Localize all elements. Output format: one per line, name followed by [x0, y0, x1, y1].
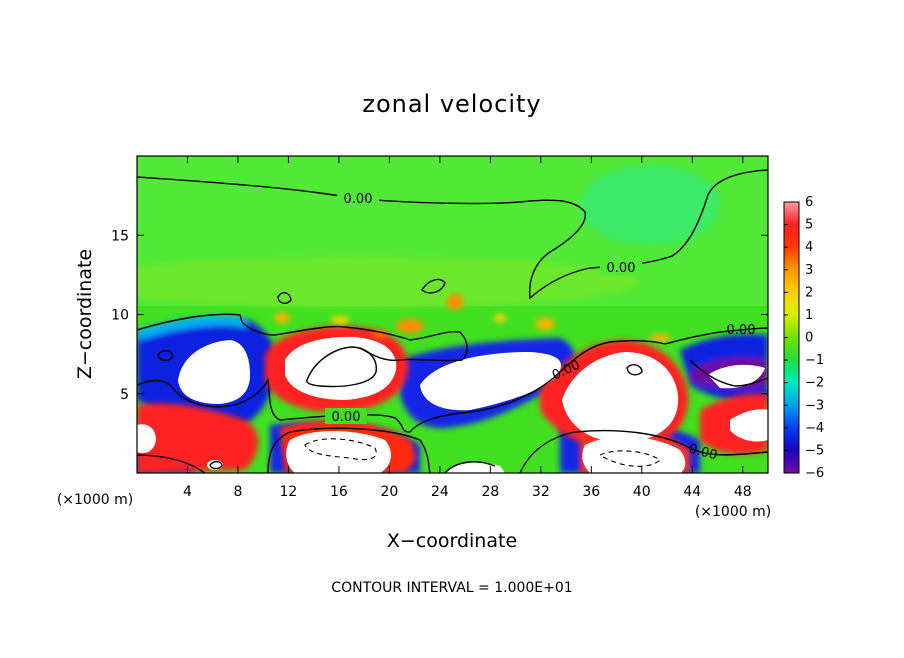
x-axis-unit-right: (×1000 m) — [695, 504, 771, 520]
white-core — [286, 431, 392, 473]
contour-label-bg — [600, 259, 642, 275]
colorbar-label: 5 — [805, 218, 813, 233]
x-tick-label: 8 — [233, 484, 242, 500]
orange-spot — [494, 314, 506, 322]
x-tick-label: 36 — [582, 484, 600, 500]
orange-spot — [447, 294, 463, 310]
colorbar-label: 2 — [805, 285, 813, 300]
contour-line — [209, 461, 223, 470]
x-tick-label: 20 — [380, 484, 398, 500]
contour-label-bg — [325, 408, 367, 424]
x-tick-label: 44 — [683, 484, 701, 500]
contour-label: 0.00 — [727, 323, 756, 338]
contour-labels: 0.00 0.00 0.00 0.00 0.00 0.00 — [325, 190, 755, 463]
colorbar-label: 4 — [805, 240, 813, 255]
orange-spots — [274, 294, 670, 342]
x-tick-label: 40 — [633, 484, 651, 500]
x-tick-label: 4 — [183, 484, 192, 500]
x-axis-unit-left: (×1000 m) — [57, 492, 133, 508]
orange-spot — [396, 319, 424, 333]
white-core — [285, 336, 397, 400]
contour-line — [157, 350, 174, 362]
orange-spot — [331, 316, 349, 324]
contour-line — [689, 359, 768, 387]
y-tick-label: 15 — [111, 228, 129, 244]
contour-line — [626, 364, 643, 376]
x-tick-label: 48 — [734, 484, 752, 500]
contour-line — [137, 377, 411, 433]
y-tick-label: 10 — [111, 308, 129, 324]
colorbar-label: −3 — [805, 398, 824, 413]
x-tick-label: 28 — [481, 484, 499, 500]
contour-interval-note: CONTOUR INTERVAL = 1.000E+01 — [331, 580, 572, 596]
x-tick-label: 32 — [532, 484, 550, 500]
dashed-contours — [304, 438, 661, 467]
contour-line — [421, 278, 446, 294]
colorbar-label: −1 — [805, 353, 824, 368]
contour-label: 0.00 — [332, 410, 361, 425]
cyan-patch — [580, 165, 720, 245]
contour-label: 0.00 — [344, 192, 373, 207]
orange-spot — [650, 334, 670, 342]
white-core — [730, 409, 768, 442]
chart-title: zonal velocity — [362, 90, 541, 118]
white-cores — [137, 336, 768, 473]
contour-line — [277, 292, 292, 304]
light-band — [137, 256, 640, 308]
colorbar-label: −4 — [805, 421, 824, 436]
x-tick-label: 24 — [431, 484, 449, 500]
x-axis: 4 8 12 16 20 24 28 32 36 40 44 48 — [183, 156, 752, 500]
colorbar-label: 6 — [805, 195, 813, 210]
red-region-left-bottom — [137, 403, 259, 473]
contour-line — [304, 438, 377, 461]
contour-label-bg — [337, 190, 379, 206]
white-core — [137, 424, 156, 454]
colorbar-label: 3 — [805, 263, 813, 278]
contour-line — [519, 429, 768, 473]
white-core — [420, 352, 562, 411]
colorbar-label: −6 — [805, 466, 824, 481]
contour-line — [664, 327, 768, 345]
colorbar-label: −2 — [805, 376, 824, 391]
x-tick-label: 16 — [330, 484, 348, 500]
y-axis: 5 10 15 — [111, 228, 768, 403]
y-tick-label: 5 — [120, 387, 129, 403]
orange-spot — [274, 313, 290, 323]
contour-line — [444, 461, 496, 473]
white-core — [562, 352, 679, 443]
cyan-rim-left — [137, 315, 248, 340]
colorbar-label: −5 — [805, 443, 824, 458]
white-core — [582, 436, 686, 473]
colorbar-label: 0 — [805, 331, 813, 346]
contour-line — [137, 454, 206, 473]
contour-line — [306, 346, 377, 388]
x-axis-title: X−coordinate — [387, 530, 517, 552]
y-axis-title: Z−coordinate — [74, 249, 96, 379]
contour-lines — [137, 169, 768, 473]
contour-label: 0.00 — [687, 441, 719, 463]
colorbar-label: 1 — [805, 308, 813, 323]
contour-line — [267, 427, 431, 473]
contour-label: 0.00 — [607, 261, 636, 276]
colorbar: 6 5 4 3 2 1 0 −1 −2 −3 −4 −5 −6 — [783, 195, 824, 481]
heatmap-field: 0.00 0.00 0.00 0.00 0.00 0.00 — [137, 156, 768, 473]
contour-line — [137, 313, 468, 362]
orange-spot — [535, 318, 555, 330]
white-core — [178, 340, 250, 404]
contour-line — [409, 339, 666, 433]
x-tick-label: 12 — [280, 484, 298, 500]
